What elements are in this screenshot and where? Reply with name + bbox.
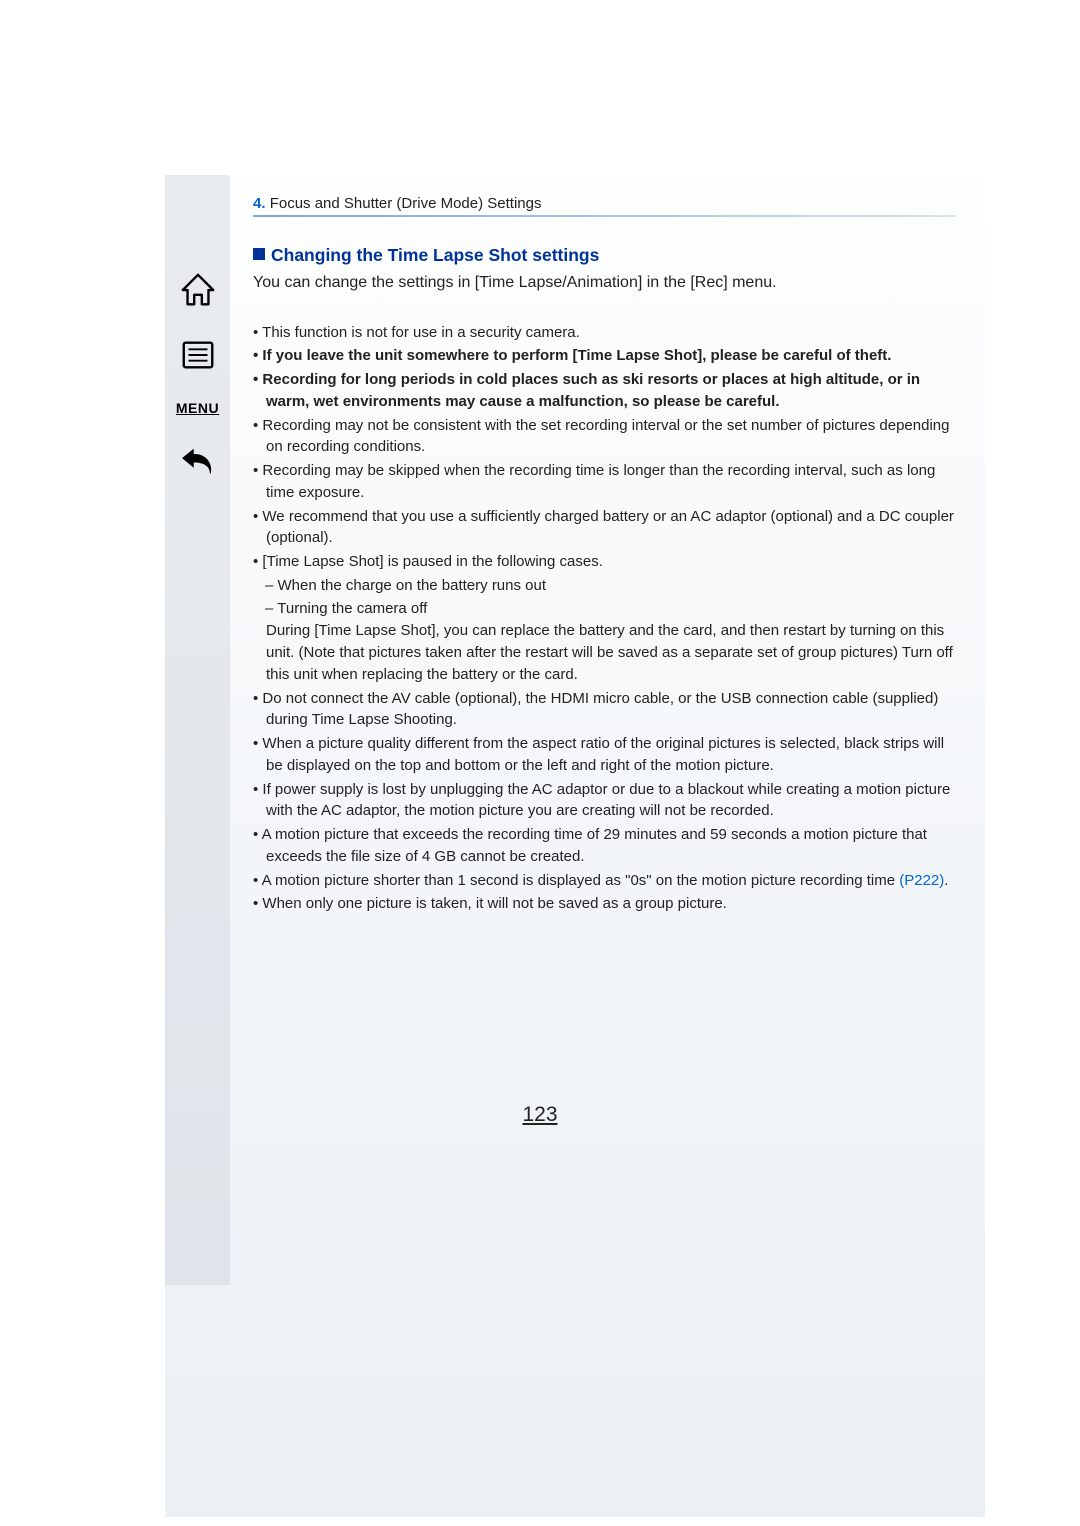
list-item: [Time Lapse Shot] is paused in the follo… [253,551,955,573]
divider [253,215,955,217]
list-item-text: A motion picture shorter than 1 second i… [262,872,900,889]
page-number[interactable]: 123 [0,1103,1080,1127]
list-item: If power supply is lost by unplugging th… [253,779,955,823]
list-item: Recording may be skipped when the record… [253,460,955,504]
list-item: When only one picture is taken, it will … [253,893,955,915]
list-sub-item: When the charge on the battery runs out [253,575,955,597]
list-sub-item: Turning the camera off [253,598,955,620]
content-panel: 4. Focus and Shutter (Drive Mode) Settin… [165,175,985,1517]
list-item: A motion picture that exceeds the record… [253,824,955,868]
section-heading: Changing the Time Lapse Shot settings [253,245,955,266]
list-item: If you leave the unit somewhere to perfo… [253,345,955,367]
bullet-list: This function is not for use in a securi… [253,322,955,916]
list-item: Recording for long periods in cold place… [253,369,955,413]
list-item: When a picture quality different from th… [253,733,955,777]
menu-button[interactable]: MENU [176,400,219,416]
back-icon[interactable] [178,441,218,481]
list-item: We recommend that you use a sufficiently… [253,506,955,550]
section-title: Focus and Shutter (Drive Mode) Settings [270,195,542,212]
breadcrumb: 4. Focus and Shutter (Drive Mode) Settin… [253,195,955,212]
list-item: Recording may not be consistent with the… [253,415,955,459]
list-continuation: During [Time Lapse Shot], you can replac… [253,620,955,685]
manual-page: 4. Focus and Shutter (Drive Mode) Settin… [0,0,1080,1526]
toc-icon[interactable] [178,335,218,375]
page-reference-link[interactable]: (P222) [899,872,944,889]
list-item: This function is not for use in a securi… [253,322,955,344]
list-item: A motion picture shorter than 1 second i… [253,870,955,892]
list-item: Do not connect the AV cable (optional), … [253,688,955,732]
intro-text: You can change the settings in [Time Lap… [253,272,955,294]
square-bullet-icon [253,248,265,260]
list-item-text: . [944,872,948,889]
section-number: 4. [253,195,266,212]
heading-text: Changing the Time Lapse Shot settings [271,245,599,265]
home-icon[interactable] [178,270,218,310]
